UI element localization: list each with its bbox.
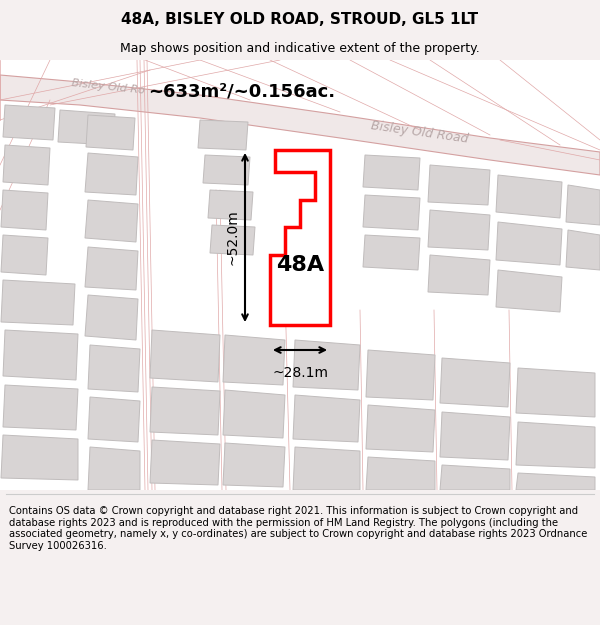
Polygon shape xyxy=(496,270,562,312)
Polygon shape xyxy=(150,387,220,435)
Polygon shape xyxy=(566,230,600,270)
Polygon shape xyxy=(363,195,420,230)
Polygon shape xyxy=(496,222,562,265)
Polygon shape xyxy=(198,120,248,150)
Polygon shape xyxy=(1,280,75,325)
Polygon shape xyxy=(1,235,48,275)
Polygon shape xyxy=(363,155,420,190)
Polygon shape xyxy=(223,390,285,438)
Polygon shape xyxy=(363,235,420,270)
Polygon shape xyxy=(88,447,140,490)
Polygon shape xyxy=(85,295,138,340)
Polygon shape xyxy=(85,247,138,290)
Text: Bisley Old Ro: Bisley Old Ro xyxy=(71,78,145,96)
Polygon shape xyxy=(3,145,50,185)
Polygon shape xyxy=(566,185,600,225)
Polygon shape xyxy=(208,190,253,220)
Polygon shape xyxy=(210,225,255,255)
Polygon shape xyxy=(3,330,78,380)
Text: 48A: 48A xyxy=(276,255,324,275)
Polygon shape xyxy=(223,443,285,487)
Polygon shape xyxy=(440,358,510,407)
Text: ~633m²/~0.156ac.: ~633m²/~0.156ac. xyxy=(148,83,335,101)
Polygon shape xyxy=(203,155,250,185)
Polygon shape xyxy=(270,150,330,325)
Polygon shape xyxy=(1,190,48,230)
Polygon shape xyxy=(293,340,360,390)
Text: Map shows position and indicative extent of the property.: Map shows position and indicative extent… xyxy=(120,42,480,55)
Polygon shape xyxy=(3,385,78,430)
Polygon shape xyxy=(85,153,138,195)
Text: Bisley Old Road: Bisley Old Road xyxy=(370,119,470,145)
Polygon shape xyxy=(3,105,55,140)
Polygon shape xyxy=(86,115,135,150)
Text: ~28.1m: ~28.1m xyxy=(272,366,328,380)
Polygon shape xyxy=(366,405,435,452)
Polygon shape xyxy=(516,473,595,490)
Text: 48A, BISLEY OLD ROAD, STROUD, GL5 1LT: 48A, BISLEY OLD ROAD, STROUD, GL5 1LT xyxy=(121,12,479,27)
Polygon shape xyxy=(88,345,140,392)
Polygon shape xyxy=(88,397,140,442)
Polygon shape xyxy=(428,255,490,295)
Polygon shape xyxy=(516,368,595,417)
Polygon shape xyxy=(440,465,510,490)
Polygon shape xyxy=(440,412,510,460)
Polygon shape xyxy=(293,447,360,490)
Polygon shape xyxy=(496,175,562,218)
Polygon shape xyxy=(0,75,600,175)
Polygon shape xyxy=(150,330,220,382)
Text: ~52.0m: ~52.0m xyxy=(225,209,239,266)
Polygon shape xyxy=(1,435,78,480)
Polygon shape xyxy=(150,440,220,485)
Polygon shape xyxy=(223,335,285,385)
Polygon shape xyxy=(293,395,360,442)
Polygon shape xyxy=(366,457,435,490)
Polygon shape xyxy=(58,110,115,145)
Polygon shape xyxy=(428,165,490,205)
Text: Contains OS data © Crown copyright and database right 2021. This information is : Contains OS data © Crown copyright and d… xyxy=(9,506,587,551)
Polygon shape xyxy=(85,200,138,242)
Polygon shape xyxy=(366,350,435,400)
Polygon shape xyxy=(516,422,595,468)
Polygon shape xyxy=(428,210,490,250)
